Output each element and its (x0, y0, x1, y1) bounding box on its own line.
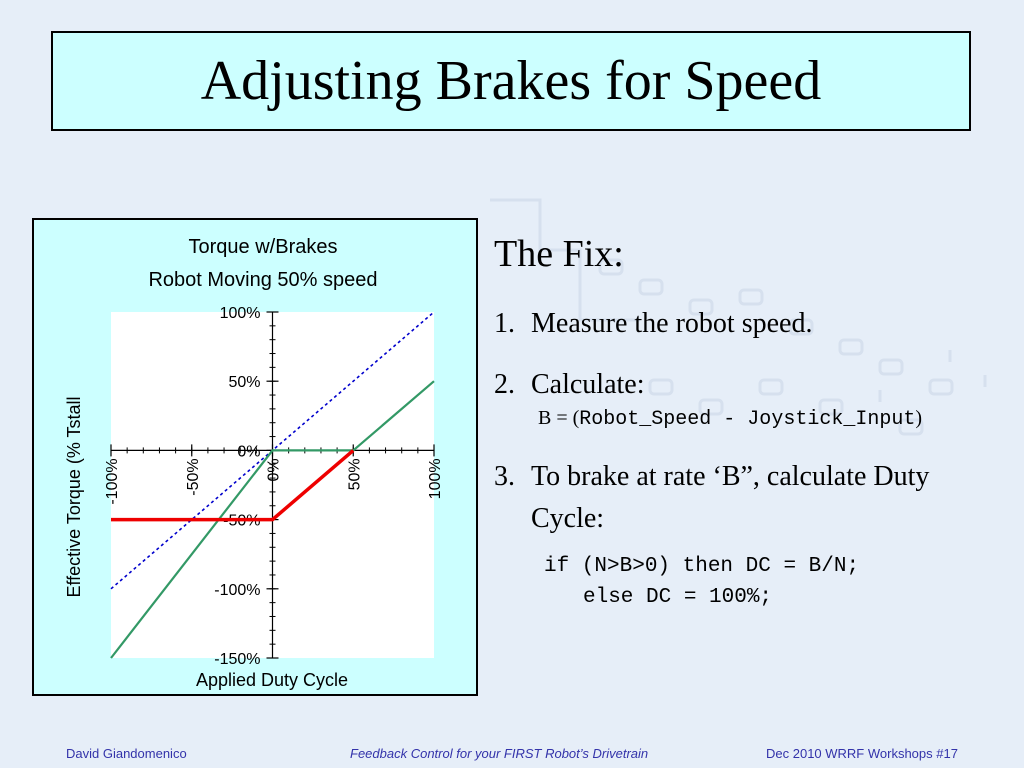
x-tick-label: 100% (427, 458, 444, 499)
step-1-number: 1. (494, 308, 515, 339)
footer-course: Feedback Control for your FIRST Robot’s … (350, 746, 649, 761)
x-tick-label: 50% (346, 458, 363, 490)
chart-title: Torque w/Brakes (189, 236, 338, 258)
step-3-text: To brake at rate ‘B”, calculate Duty Cyc… (531, 461, 930, 534)
fix-heading: The Fix: (494, 233, 624, 275)
slide-title: Adjusting Brakes for Speed (200, 50, 822, 112)
series-line-3 (111, 449, 355, 522)
x-axis-label: Applied Duty Cycle (196, 670, 348, 690)
footer-author: David Giandomenico (66, 746, 187, 761)
code-line-2: else DC = 100%; (583, 586, 773, 609)
y-tick-label: -150% (214, 651, 260, 668)
footer-event: Dec 2010 WRRF Workshops #17 (766, 746, 958, 761)
step-1: 1. Measure the robot speed. (494, 303, 974, 345)
step-3: 3. To brake at rate ‘B”, calculate Duty … (494, 456, 974, 540)
x-tick-label: -50% (185, 458, 202, 495)
step-3-number: 3. (494, 461, 515, 492)
y-tick-label: 50% (228, 374, 260, 391)
chart-panel: Torque w/Brakes Robot Moving 50% speed 100… (32, 218, 478, 696)
step-2-text: Calculate: (531, 369, 645, 400)
step-1-text: Measure the robot speed. (531, 308, 813, 339)
formula-rhs: ) (915, 407, 923, 429)
formula-lhs: B = ( (538, 407, 580, 429)
y-tick-label: -100% (214, 582, 260, 599)
title-box: Adjusting Brakes for Speed (51, 31, 971, 131)
y-tick-label: 100% (220, 305, 261, 322)
y-axis-label: Effective Torque (% Tstall (64, 396, 84, 597)
series-line-2 (110, 380, 435, 659)
chart-subtitle: Robot Moving 50% speed (148, 269, 377, 291)
formula-code: Robot_Speed - Joystick_Input (579, 408, 916, 431)
step-2-number: 2. (494, 369, 515, 400)
y-tick-label: 0% (237, 443, 260, 460)
step-2: 2. Calculate: (494, 364, 974, 406)
torque-chart: Torque w/Brakes Robot Moving 50% speed 100… (64, 236, 444, 690)
brake-formula: B = (Robot_Speed - Joystick_Input) (538, 407, 922, 431)
x-tick-label: -100% (104, 458, 121, 504)
x-tick-label: 0% (266, 458, 283, 481)
code-line-1: if (N>B>0) then DC = B/N; (544, 555, 860, 578)
